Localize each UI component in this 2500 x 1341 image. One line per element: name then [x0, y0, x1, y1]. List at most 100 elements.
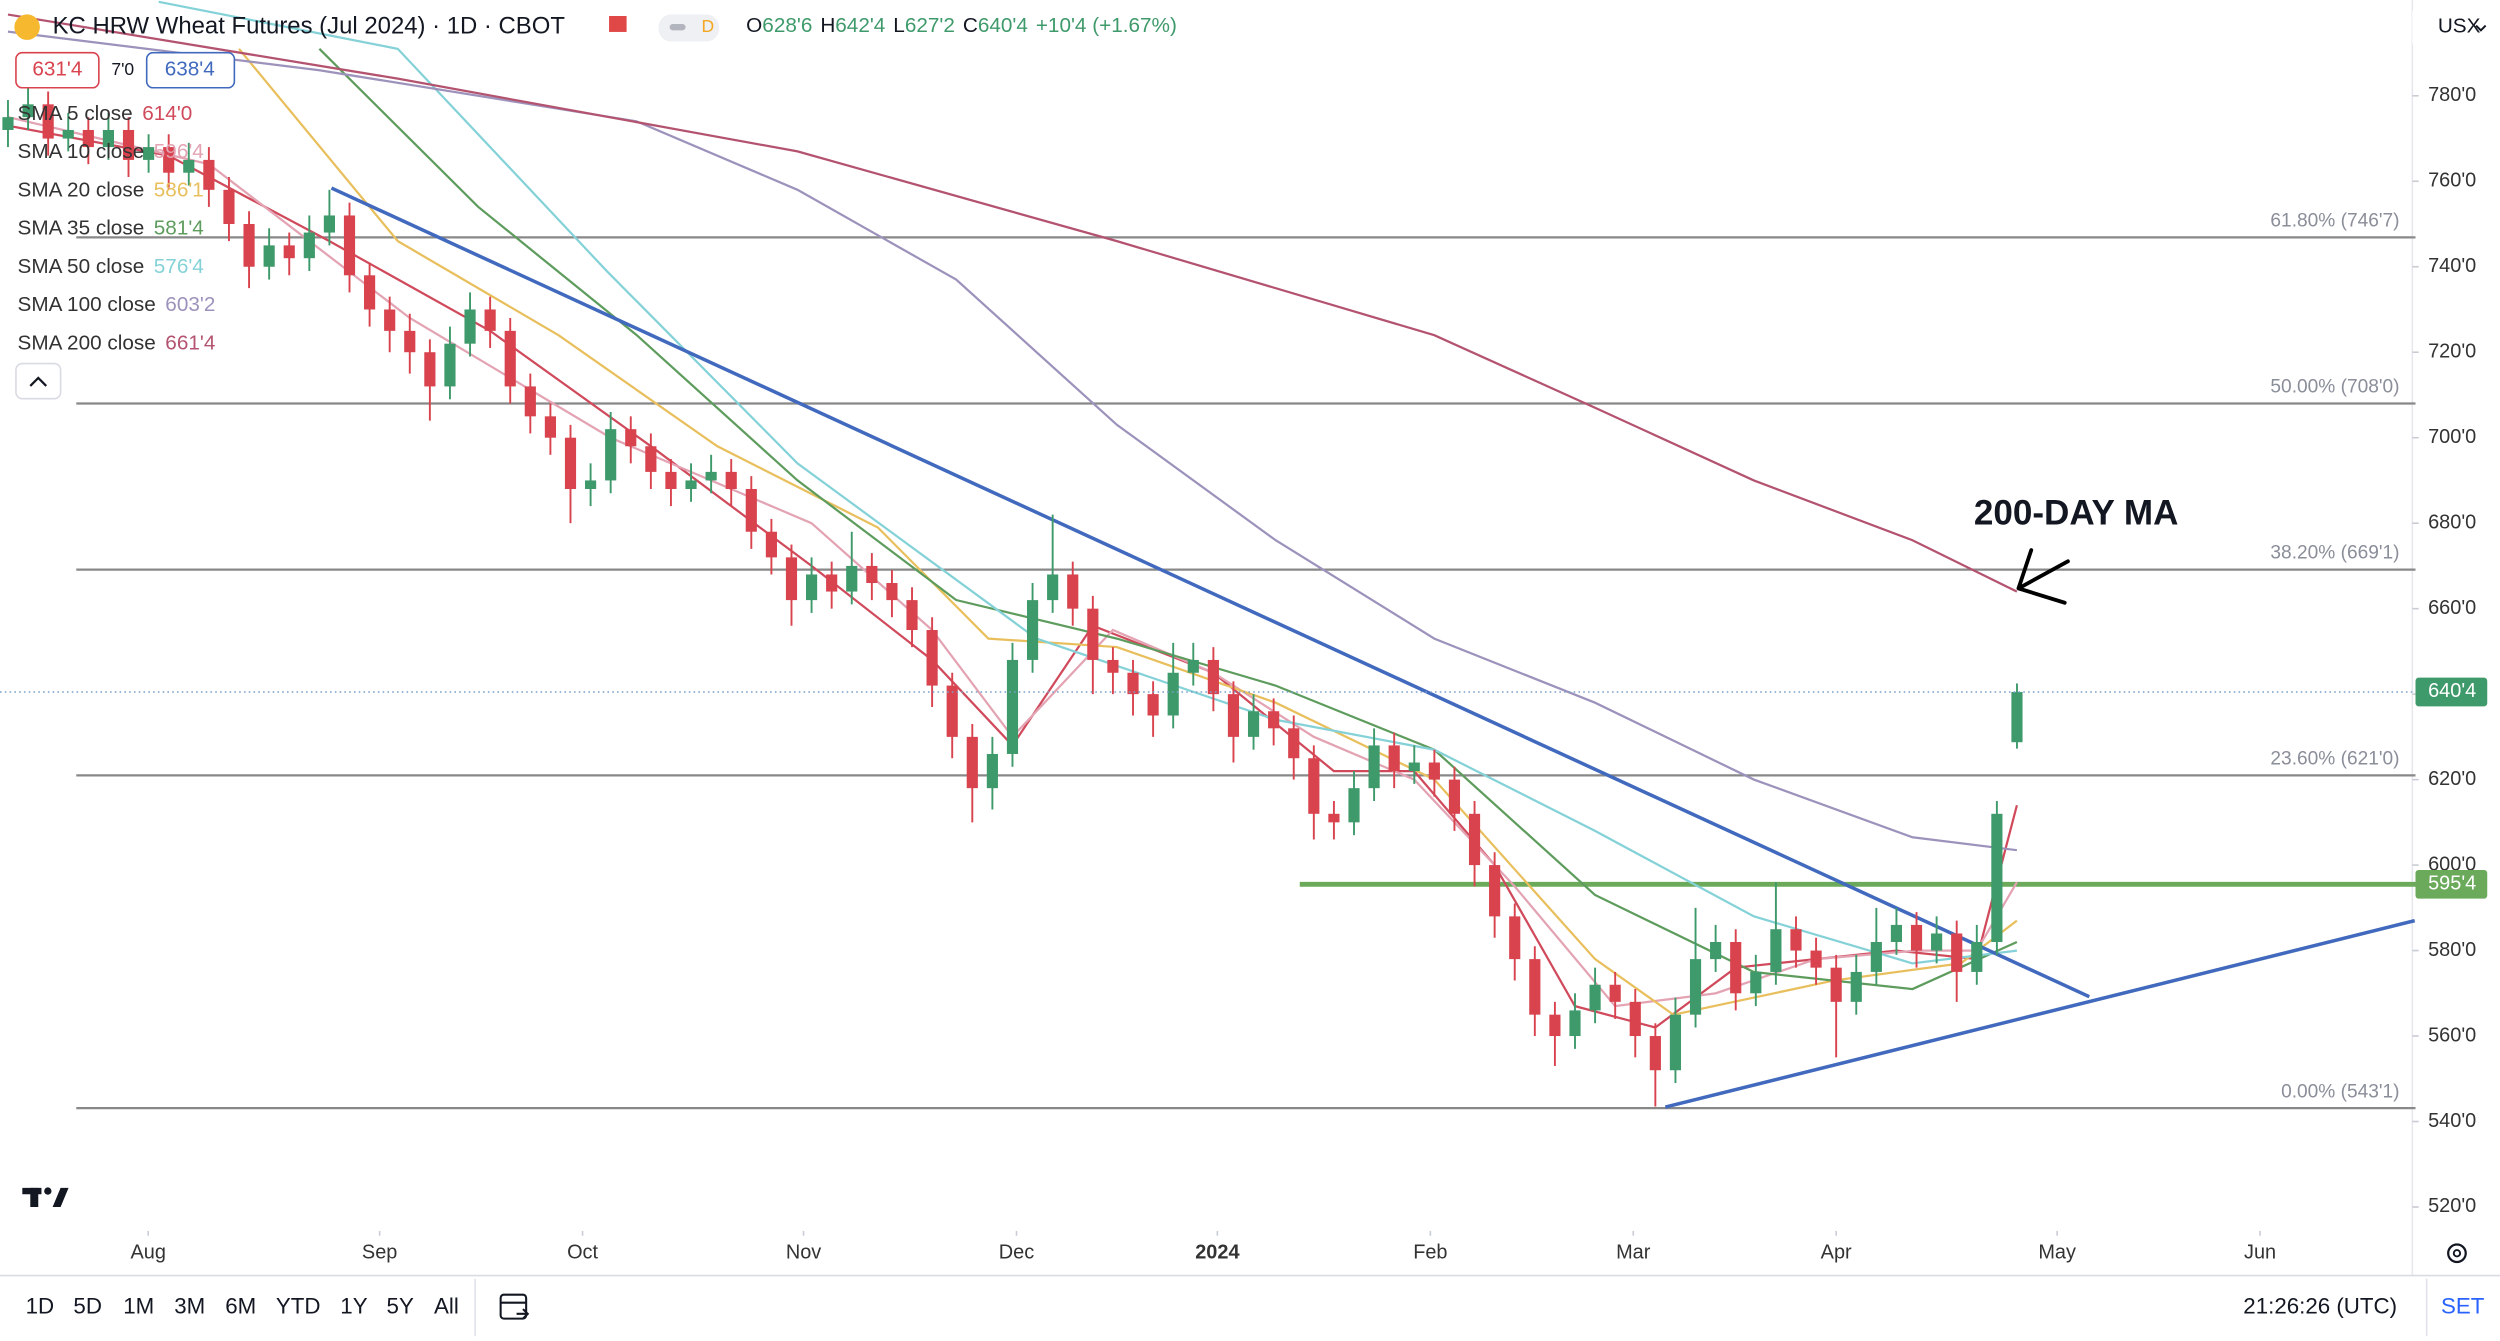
candle-body: [1850, 971, 1862, 1002]
fib-label: 23.60% (621'0): [2270, 748, 2399, 769]
candle-body: [1649, 1036, 1661, 1071]
candle-body: [143, 147, 155, 160]
y-tick-label: 600'0: [2428, 853, 2476, 875]
legend-entry: SMA 50 close 576'4: [18, 255, 204, 278]
ohlc-value: 628'6: [762, 15, 812, 38]
candle-body: [926, 630, 938, 686]
candle-body: [42, 104, 54, 139]
candle-body: [82, 129, 94, 148]
candle-body: [183, 159, 195, 173]
timeframe-button[interactable]: 3M: [174, 1293, 205, 1318]
settings-button[interactable]: SET: [2441, 1293, 2485, 1318]
x-tick-label: May: [2038, 1242, 2076, 1264]
last-price-label: 640'4: [2428, 680, 2476, 702]
last-price-box: [2415, 677, 2488, 707]
candle-body: [544, 416, 556, 438]
y-tick-label: 680'0: [2428, 511, 2476, 533]
currency[interactable]: USX: [2438, 15, 2481, 38]
fib-label: 61.80% (746'7): [2270, 210, 2399, 231]
timeframe-button[interactable]: 1Y: [340, 1293, 367, 1318]
timeframe-button[interactable]: 6M: [225, 1293, 256, 1318]
x-tick-label: 2024: [1195, 1242, 1239, 1264]
candle-body: [62, 129, 74, 139]
legend-name: SMA 35 close: [18, 217, 145, 240]
ohlc-key: H: [820, 15, 835, 38]
candle-body: [1971, 942, 1983, 972]
candle-body: [1991, 813, 2003, 943]
candle-body: [263, 245, 275, 267]
logo-part: [52, 1187, 69, 1208]
candle-body: [1529, 959, 1541, 1015]
ask[interactable]: 638'4: [165, 58, 215, 81]
candle-body: [1830, 967, 1842, 1002]
candle-body: [1569, 1010, 1581, 1037]
settings-gear[interactable]: [2447, 1243, 2467, 1264]
candle-body: [1167, 672, 1179, 716]
candle-body: [886, 583, 898, 601]
candle-body: [1288, 728, 1300, 759]
change: +10'4 (+1.67%): [1036, 15, 1177, 38]
candle-body: [1750, 971, 1762, 994]
candle-body: [846, 565, 858, 592]
tradingview-logo: [22, 1187, 69, 1208]
spread: 7'0: [111, 59, 134, 79]
calendar-body: [499, 1293, 528, 1320]
legend-value: 581'4: [154, 217, 204, 240]
timeframe-button[interactable]: 1D: [26, 1293, 55, 1318]
candle-body: [424, 352, 436, 387]
candle-body: [1348, 788, 1360, 823]
candle-body: [1268, 711, 1280, 729]
candle-body: [685, 480, 697, 489]
support-box: [2415, 869, 2488, 899]
candle-body: [1549, 1014, 1561, 1037]
timeframe-button[interactable]: 5Y: [387, 1293, 414, 1318]
legend-name: SMA 5 close: [18, 102, 133, 125]
candle-body: [826, 574, 838, 592]
timeframe-button[interactable]: All: [434, 1293, 459, 1318]
candle-body: [1931, 933, 1943, 951]
bid[interactable]: 631'4: [32, 58, 82, 81]
candle-body: [384, 309, 396, 331]
bid-box[interactable]: [15, 51, 100, 89]
y-tick-label: 560'0: [2428, 1024, 2476, 1046]
candle-body: [1910, 924, 1923, 951]
calendar-icon[interactable]: [499, 1293, 530, 1320]
y-tick-label: 620'0: [2428, 768, 2476, 790]
y-tick-label: 660'0: [2428, 597, 2476, 619]
candle-body: [223, 189, 235, 225]
x-tick-label: Apr: [1821, 1242, 1852, 1264]
x-tick-label: Mar: [1616, 1242, 1651, 1264]
legend-name: SMA 10 close: [18, 141, 145, 164]
legend-collapse[interactable]: [15, 362, 62, 400]
ask-box[interactable]: [145, 51, 236, 89]
legend-value: 586'1: [154, 179, 204, 202]
candle-body: [705, 471, 717, 481]
status-dot: [669, 23, 686, 31]
candle-body: [1227, 694, 1240, 737]
candle-body: [1087, 608, 1099, 660]
timeframe-button[interactable]: 1M: [123, 1293, 154, 1318]
candle-body: [1489, 865, 1501, 917]
y-tick-label: 700'0: [2428, 426, 2476, 448]
candle-body: [163, 147, 175, 173]
candle-body: [1890, 924, 1903, 943]
trend-line: [330, 186, 2091, 999]
y-tick-label: 580'0: [2428, 939, 2476, 961]
candle-body: [1428, 762, 1440, 780]
timeframe-button[interactable]: 5D: [73, 1293, 102, 1318]
annotation: 200-DAY MA: [1974, 493, 2179, 532]
trend-line: [1664, 918, 2416, 1109]
candle-body: [203, 159, 215, 190]
candle-body: [665, 471, 677, 489]
candle-body: [1408, 762, 1420, 772]
timeframe-button[interactable]: YTD: [276, 1293, 321, 1318]
currency-button[interactable]: [2412, 6, 2496, 48]
legend-value: 603'2: [165, 294, 215, 317]
candle-body: [243, 224, 255, 267]
sma-line: [7, 13, 2018, 593]
candle-body: [323, 215, 335, 233]
legend-name: SMA 200 close: [18, 332, 156, 355]
x-tick-label: Feb: [1413, 1242, 1447, 1264]
plot-area: 61.80% (746'7) 50.00% (708'0) 38.20% (669'…: [0, 0, 2416, 1110]
